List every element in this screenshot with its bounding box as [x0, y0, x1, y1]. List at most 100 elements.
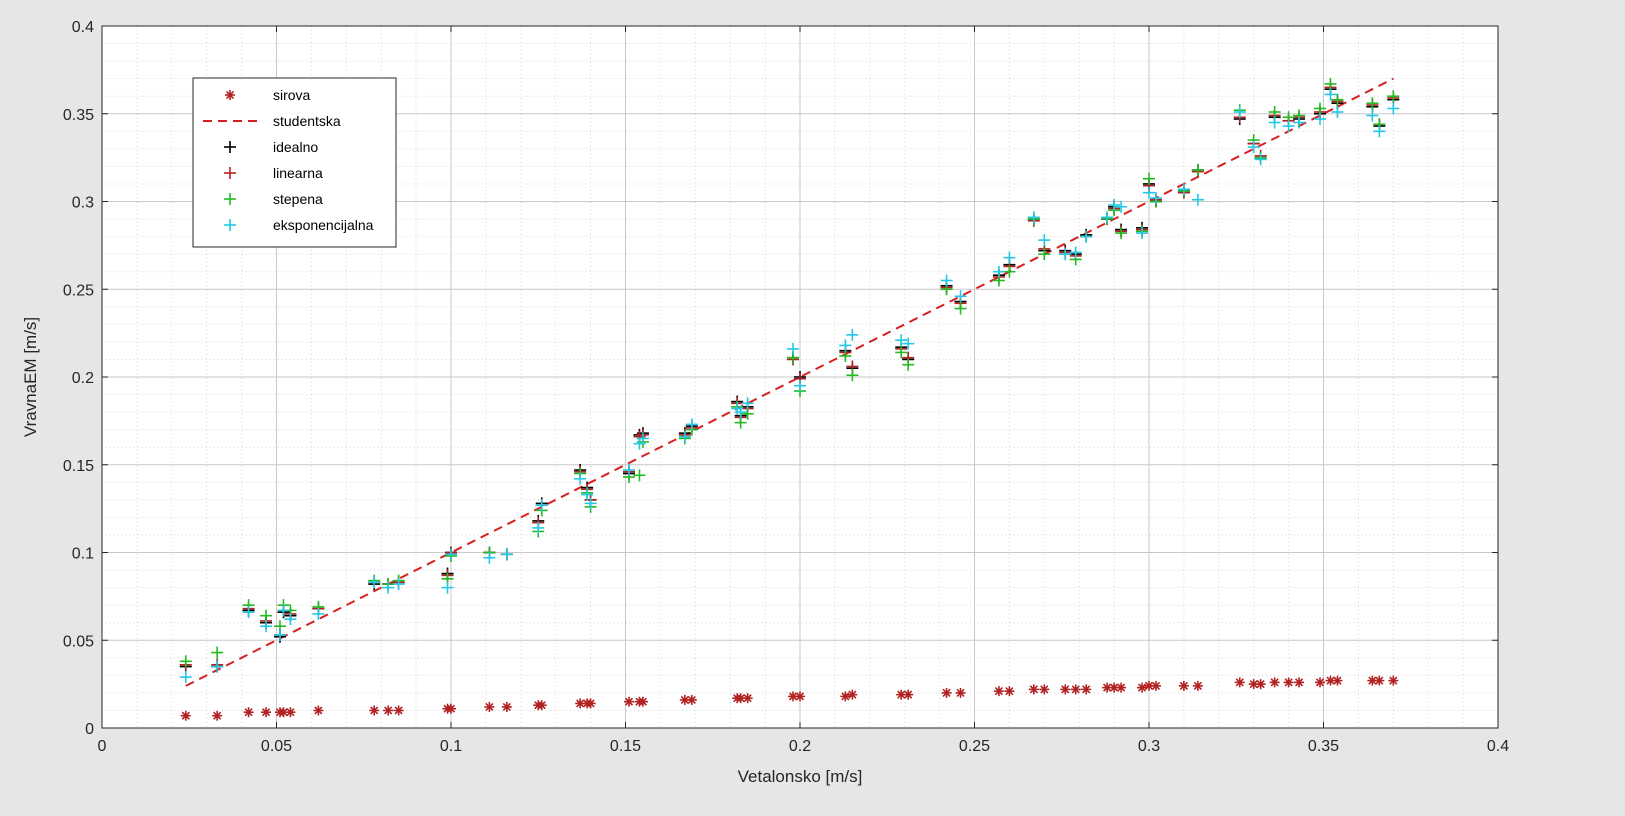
point-eksponencijalna [1387, 102, 1400, 115]
point-stepena [1314, 102, 1327, 115]
point-eksponencijalna [1254, 153, 1267, 166]
point-sirova [313, 705, 324, 716]
point-eksponencijalna [260, 620, 273, 633]
legend-swatch [224, 219, 236, 231]
point-eksponencijalna [940, 274, 953, 287]
x-axis-ticks: 0 0.05 0.1 0.15 0.2 0.25 0.3 0.35 0.4 [98, 26, 1509, 755]
point-sirova [1039, 684, 1050, 695]
point-eksponencijalna [1136, 227, 1149, 240]
legend-item-linearna: linearna [224, 165, 323, 181]
point-stepena [895, 346, 908, 359]
point-eksponencijalna [622, 464, 635, 477]
point-sirova [484, 701, 495, 712]
point-sirova [212, 710, 223, 721]
point-eksponencijalna [1331, 105, 1344, 118]
point-eksponencijalna [1233, 105, 1246, 118]
point-sirova [1116, 682, 1127, 693]
point-sirova [383, 705, 394, 716]
point-sirova [446, 703, 456, 714]
point-stepena [211, 646, 224, 659]
point-eksponencijalna [483, 551, 496, 564]
point-sirova [180, 710, 191, 721]
point-eksponencijalna [574, 472, 587, 485]
y-tick-label: 0.05 [63, 633, 94, 650]
point-sirova [623, 696, 634, 707]
point-eksponencijalna [1027, 211, 1040, 224]
point-eksponencijalna [584, 497, 597, 510]
point-stepena [1324, 77, 1337, 90]
point-sirova [1332, 675, 1343, 686]
point-sirova [1248, 679, 1259, 690]
point-stepena [1366, 97, 1379, 110]
point-eksponencijalna [273, 628, 286, 641]
point-sirova [941, 687, 952, 698]
point-eksponencijalna [839, 339, 852, 352]
point-stepena [954, 302, 967, 315]
point-sirova [847, 689, 858, 700]
point-eksponencijalna [1282, 120, 1295, 133]
point-eksponencijalna [1324, 88, 1337, 101]
legend-item-stepena: stepena [224, 191, 323, 207]
point-eksponencijalna [1069, 246, 1082, 259]
point-sirova [735, 693, 746, 704]
point-sirova [1325, 675, 1336, 686]
point-sirova [285, 707, 296, 718]
legend-swatch [224, 167, 236, 179]
point-eksponencijalna [846, 328, 859, 341]
y-tick-label: 0.15 [63, 458, 94, 475]
point-sirova [1283, 677, 1294, 688]
point-stepena [1038, 248, 1051, 261]
point-sirova [1102, 682, 1113, 693]
point-eksponencijalna [382, 581, 395, 594]
point-sirova [393, 705, 404, 716]
point-sirova [1192, 680, 1203, 691]
point-eksponencijalna [211, 660, 224, 673]
point-eksponencijalna [1143, 186, 1155, 199]
point-eksponencijalna [242, 606, 255, 619]
point-stepena [734, 416, 747, 429]
point-eksponencijalna [1268, 116, 1281, 129]
point-sirova [501, 701, 512, 712]
point-sirova [637, 696, 648, 707]
point-eksponencijalna [284, 613, 297, 626]
point-eksponencijalna [794, 379, 806, 392]
x-tick-label: 0.2 [789, 738, 811, 755]
point-eksponencijalna [992, 265, 1005, 278]
point-eksponencijalna [1373, 125, 1386, 138]
legend-item-eksponencijalna: eksponencijalna [224, 217, 374, 233]
point-sirova [1315, 677, 1326, 688]
y-tick-label: 0.2 [72, 370, 94, 387]
point-sirova [243, 707, 254, 718]
point-stepena [846, 369, 859, 382]
point-sirova [1004, 686, 1015, 697]
point-sirova [1178, 680, 1189, 691]
point-sirova [261, 707, 272, 718]
point-eksponencijalna [787, 342, 800, 355]
point-sirova [369, 705, 380, 716]
point-eksponencijalna [532, 521, 545, 534]
point-sirova [896, 689, 907, 700]
legend-label: sirova [273, 87, 311, 103]
point-eksponencijalna [734, 406, 747, 419]
y-tick-label: 0.1 [72, 546, 94, 563]
point-eksponencijalna [1108, 199, 1121, 212]
point-stepena [179, 655, 192, 668]
point-sirova [1255, 679, 1266, 690]
point-sirova [1070, 684, 1081, 695]
point-stepena [633, 469, 646, 482]
point-sirova [903, 689, 914, 700]
point-stepena [260, 609, 273, 622]
point-stepena [1003, 265, 1016, 278]
point-eksponencijalna [1101, 211, 1114, 224]
point-sirova [1388, 675, 1399, 686]
point-sirova [1294, 677, 1305, 688]
x-tick-label: 0.25 [959, 738, 990, 755]
point-stepena [839, 349, 852, 362]
point-eksponencijalna [685, 418, 698, 431]
point-sirova [585, 698, 596, 709]
legend-swatch [225, 90, 235, 100]
point-eksponencijalna [1080, 230, 1093, 243]
point-eksponencijalna [1191, 193, 1204, 206]
point-sirova [742, 693, 753, 704]
x-tick-label: 0 [98, 738, 107, 755]
